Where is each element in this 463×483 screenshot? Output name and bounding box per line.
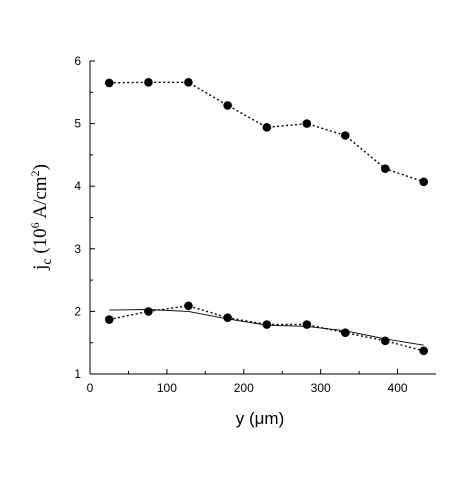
y-tick-label: 1 — [74, 367, 81, 381]
x-tick-label: 0 — [87, 381, 94, 395]
y-axis-title: jc (106 A/cm2) — [28, 164, 55, 271]
x-axis-title: y (μm) — [236, 409, 285, 428]
y-tick-label: 4 — [74, 179, 81, 193]
series-0-point — [223, 101, 232, 110]
series-1-point — [419, 346, 428, 356]
series-1-point — [223, 313, 232, 322]
series-0-point — [380, 164, 390, 173]
series-0-point — [302, 119, 312, 128]
series-0-point — [104, 78, 114, 88]
series-0-point — [184, 77, 193, 87]
series-0-point — [340, 131, 350, 140]
x-tick-label: 400 — [388, 381, 408, 395]
series-1-point — [104, 315, 114, 324]
series-1-point — [184, 301, 193, 311]
series-0-point — [144, 77, 153, 87]
series-1-point — [340, 328, 350, 337]
y-tick-label: 5 — [74, 117, 81, 131]
series-1-point — [302, 320, 312, 329]
y-tick-label: 6 — [74, 54, 81, 68]
x-tick-label: 300 — [311, 381, 331, 395]
series-2-line — [109, 309, 424, 346]
series-1-point — [144, 307, 153, 316]
series-layer — [104, 77, 428, 356]
ticks: 1 2 3 4 5 6 0 100 200 300 400 — [74, 54, 408, 395]
y-tick-label: 3 — [74, 242, 81, 256]
axes — [89, 61, 436, 375]
series-1-point — [262, 320, 272, 329]
series-0-line — [109, 81, 424, 183]
x-tick-label: 200 — [234, 381, 254, 395]
series-0-point — [419, 177, 428, 187]
series-1-point — [380, 336, 390, 346]
series-0-point — [262, 123, 272, 132]
x-tick-label: 100 — [157, 381, 177, 395]
y-tick-label: 2 — [74, 304, 81, 318]
